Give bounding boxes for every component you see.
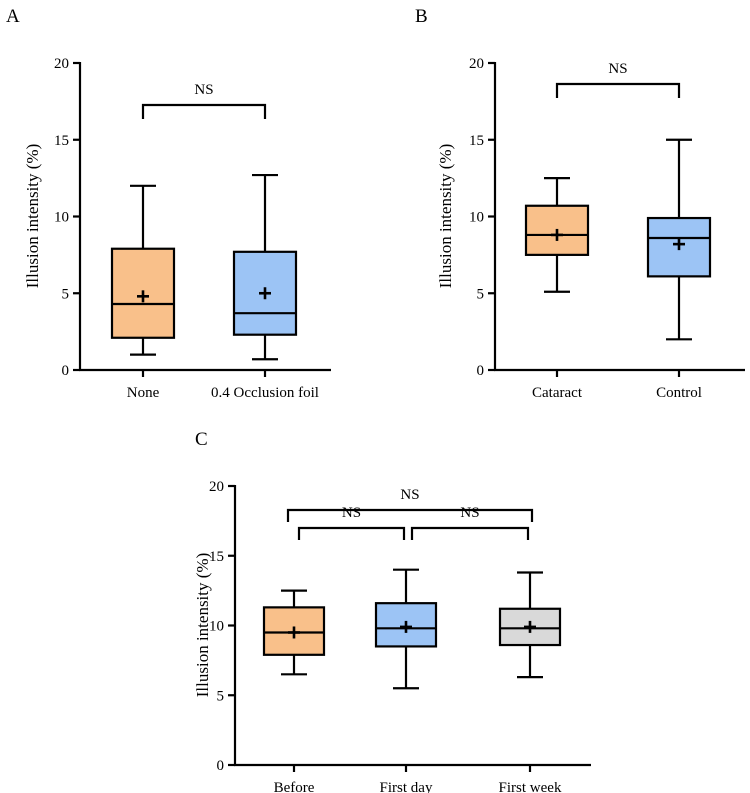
y-tick-label: 20 [209,479,224,495]
x-tick-label: Cataract [532,385,583,401]
mean-marker [400,620,412,633]
panel-label-B: B [415,6,428,27]
y-tick-label: 20 [54,56,69,72]
x-tick-label: Control [656,385,702,401]
significance-bracket [297,526,406,540]
y-tick-label: 10 [209,619,224,635]
significance-bracket [286,508,534,522]
panel-label-A: A [6,6,20,27]
y-axis-label: Illusion intensity (%) [436,144,455,288]
significance-label: NS [460,505,479,521]
mean-marker [288,626,300,639]
x-tick-label: None [127,385,160,401]
x-tick-label: Before [274,780,315,793]
x-tick-label: First week [499,780,562,793]
y-tick-label: 0 [62,363,70,379]
y-tick-label: 15 [469,133,484,149]
panel-label-C: C [195,429,208,450]
significance-label: NS [342,505,361,521]
y-tick-label: 5 [62,286,70,302]
mean-marker [137,290,149,303]
significance-label: NS [400,487,419,503]
mean-marker [551,228,563,241]
y-tick-label: 0 [477,363,485,379]
y-tick-label: 15 [209,549,224,565]
y-tick-label: 15 [54,133,69,149]
significance-label: NS [194,82,213,98]
y-axis-label: Illusion intensity (%) [23,144,42,288]
y-tick-label: 10 [469,210,484,226]
x-tick-label: First day [380,780,433,793]
significance-bracket [555,82,681,98]
y-tick-label: 10 [54,210,69,226]
y-tick-label: 0 [217,758,225,774]
y-tick-label: 5 [477,286,485,302]
y-tick-label: 5 [217,688,225,704]
mean-marker [524,620,536,633]
significance-bracket [410,526,530,540]
x-tick-label: 0.4 Occlusion foil [211,385,319,401]
significance-label: NS [608,61,627,77]
significance-bracket [141,103,267,119]
y-axis-label: Illusion intensity (%) [193,553,212,697]
mean-marker [259,287,271,300]
mean-marker [673,238,685,251]
y-tick-label: 20 [469,56,484,72]
